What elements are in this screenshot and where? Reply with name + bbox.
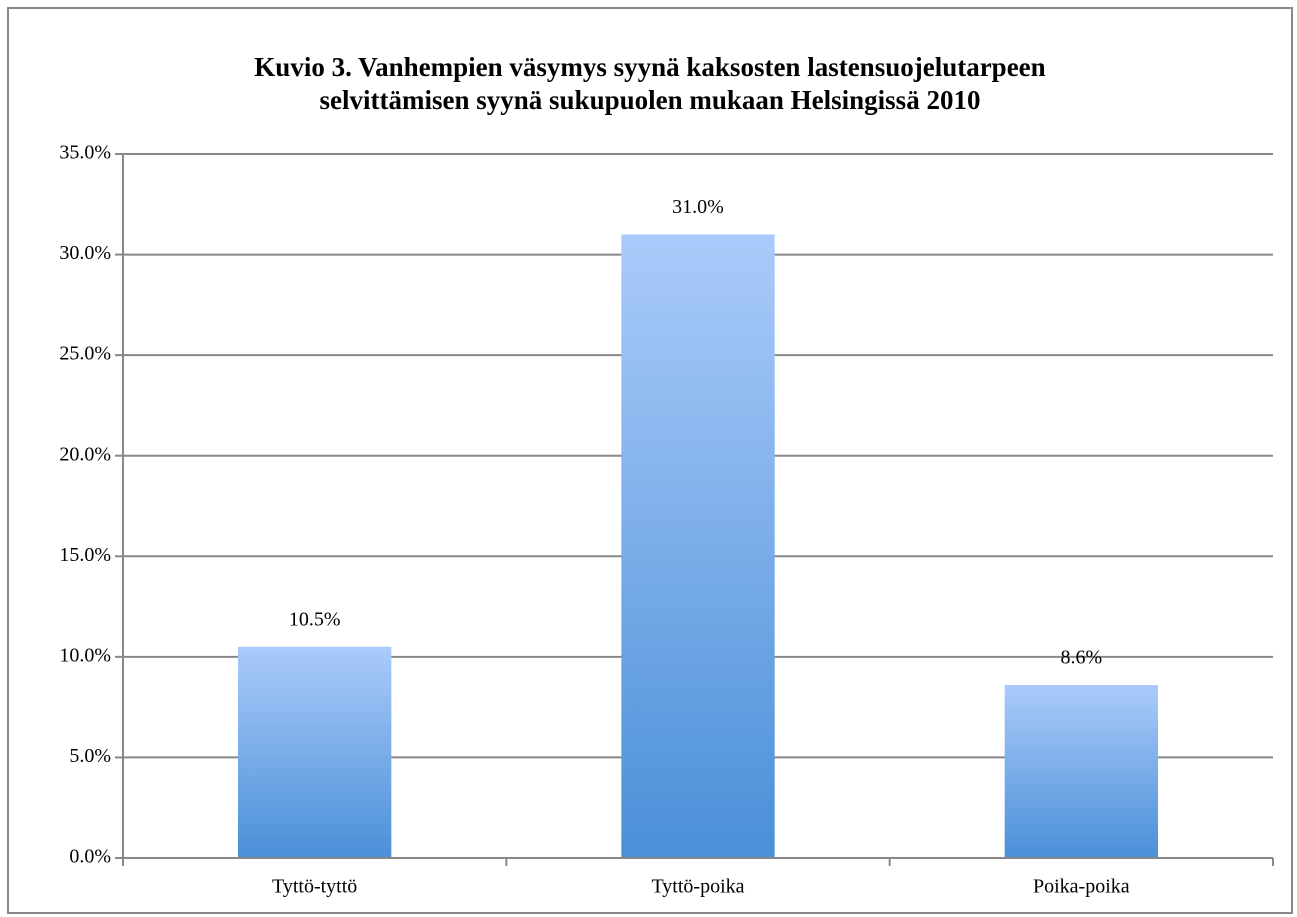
x-tick-label: Tyttö-poika	[651, 876, 744, 898]
bar	[1004, 685, 1158, 858]
y-tick-label: 30.0%	[59, 242, 111, 264]
y-tick-label: 20.0%	[59, 443, 111, 465]
data-label: 8.6%	[1060, 647, 1102, 669]
y-tick-label: 0.0%	[69, 846, 111, 868]
bar	[621, 234, 775, 858]
bar	[238, 646, 392, 858]
y-tick-label: 35.0%	[59, 142, 111, 164]
data-label: 10.5%	[289, 608, 341, 630]
y-tick-label: 25.0%	[59, 343, 111, 365]
chart-title: selvittämisen syynä sukupuolen mukaan He…	[320, 85, 981, 115]
x-tick-label: Tyttö-tyttö	[272, 876, 357, 898]
data-label: 31.0%	[672, 196, 724, 218]
y-tick-label: 10.0%	[59, 644, 111, 666]
x-tick-label: Poika-poika	[1033, 876, 1130, 898]
y-tick-label: 5.0%	[69, 745, 111, 767]
y-tick-label: 15.0%	[59, 544, 111, 566]
chart-title: Kuvio 3. Vanhempien väsymys syynä kaksos…	[254, 52, 1045, 82]
